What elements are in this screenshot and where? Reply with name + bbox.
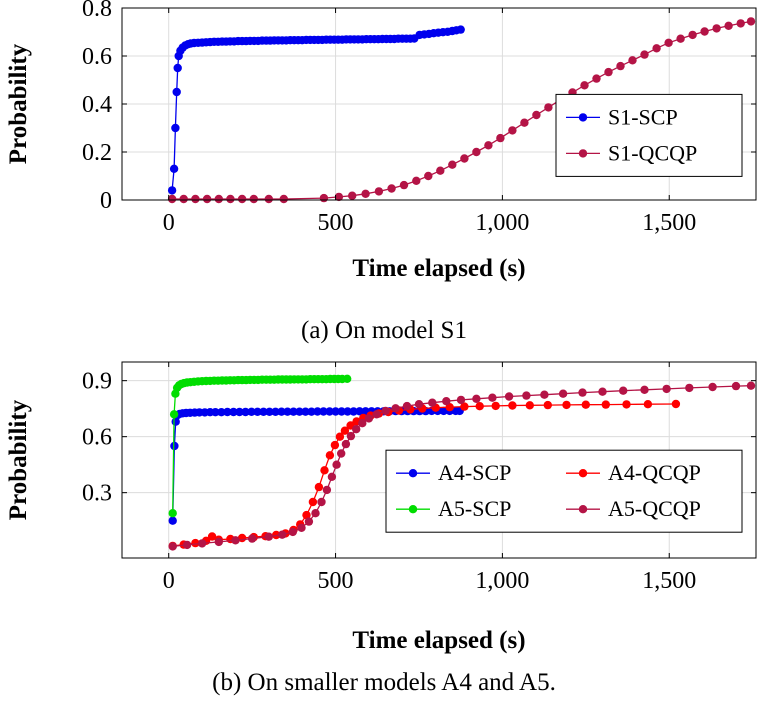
x-tick-labels: 0 500 1,000 1,500 xyxy=(163,568,697,594)
svg-text:A5-SCP: A5-SCP xyxy=(438,496,511,521)
y-axis-label: Probability xyxy=(5,43,32,164)
x-axis-label: Time elapsed (s) xyxy=(352,627,525,654)
svg-text:A4-SCP: A4-SCP xyxy=(438,460,511,485)
series-A5-QCQP xyxy=(168,381,756,551)
legend-entry-A4-SCP: A4-SCP xyxy=(396,460,511,485)
svg-text:0: 0 xyxy=(163,568,175,594)
series-A5-SCP xyxy=(168,374,352,518)
svg-text:0.4: 0.4 xyxy=(82,92,112,118)
series-S1-SCP xyxy=(167,25,465,195)
caption-a: (a) On model S1 xyxy=(301,317,467,344)
svg-text:0.6: 0.6 xyxy=(82,425,112,451)
y-tick-labels: 0 0.2 0.4 0.6 0.8 xyxy=(82,0,112,214)
x-tick-labels: 0 500 1,000 1,500 xyxy=(163,210,697,236)
svg-text:1,000: 1,000 xyxy=(475,568,529,594)
chart-a-canvas: 0 500 1,000 1,500 0 0.2 0.4 0.6 0.8 Time elapsed … xyxy=(5,0,757,282)
legend-entry-A4-QCQP: A4-QCQP xyxy=(566,460,701,485)
y-axis-label: Probability xyxy=(5,399,32,520)
figure-a: 0 500 1,000 1,500 0 0.2 0.4 0.6 0.8 Time elapsed … xyxy=(5,0,757,344)
svg-text:1,000: 1,000 xyxy=(475,210,529,236)
svg-text:500: 500 xyxy=(318,568,354,594)
svg-text:0.6: 0.6 xyxy=(82,44,112,70)
x-axis-label: Time elapsed (s) xyxy=(352,255,525,282)
figure-b: 0 500 1,000 1,500 0.3 0.6 0.9 Time elapsed (s) P… xyxy=(0,356,768,709)
svg-text:A5-QCQP: A5-QCQP xyxy=(608,496,701,521)
plot-border xyxy=(121,361,757,559)
svg-text:0: 0 xyxy=(163,210,175,236)
svg-text:1,500: 1,500 xyxy=(642,568,696,594)
svg-text:1,500: 1,500 xyxy=(642,210,696,236)
legend: S1-SCP S1-QCQP xyxy=(555,93,743,177)
legend-entry-S1-SCP: S1-SCP xyxy=(566,104,678,129)
legend: A4-SCP A4-QCQP A5-SCP A5-QCQP xyxy=(385,449,743,533)
legend-entry-A5-QCQP: A5-QCQP xyxy=(566,496,701,521)
axis-ticks xyxy=(122,7,756,201)
svg-text:0.9: 0.9 xyxy=(82,369,112,395)
svg-text:0.8: 0.8 xyxy=(82,0,112,22)
svg-text:500: 500 xyxy=(318,210,354,236)
svg-text:0: 0 xyxy=(100,188,112,214)
legend-entry-A5-SCP: A5-SCP xyxy=(396,496,511,521)
caption-b: (b) On smaller models A4 and A5. xyxy=(212,668,556,696)
svg-text:A4-QCQP: A4-QCQP xyxy=(608,460,701,485)
svg-text:S1-QCQP: S1-QCQP xyxy=(608,140,697,165)
svg-text:S1-SCP: S1-SCP xyxy=(608,104,678,129)
y-tick-labels: 0.3 0.6 0.9 xyxy=(82,369,112,507)
legend-entry-S1-QCQP: S1-QCQP xyxy=(566,140,697,165)
axis-ticks xyxy=(122,362,756,558)
chart-b-canvas: 0 500 1,000 1,500 0.3 0.6 0.9 Time elapsed (s) P… xyxy=(5,361,757,654)
svg-text:0.3: 0.3 xyxy=(82,481,112,507)
svg-text:0.2: 0.2 xyxy=(82,140,112,166)
